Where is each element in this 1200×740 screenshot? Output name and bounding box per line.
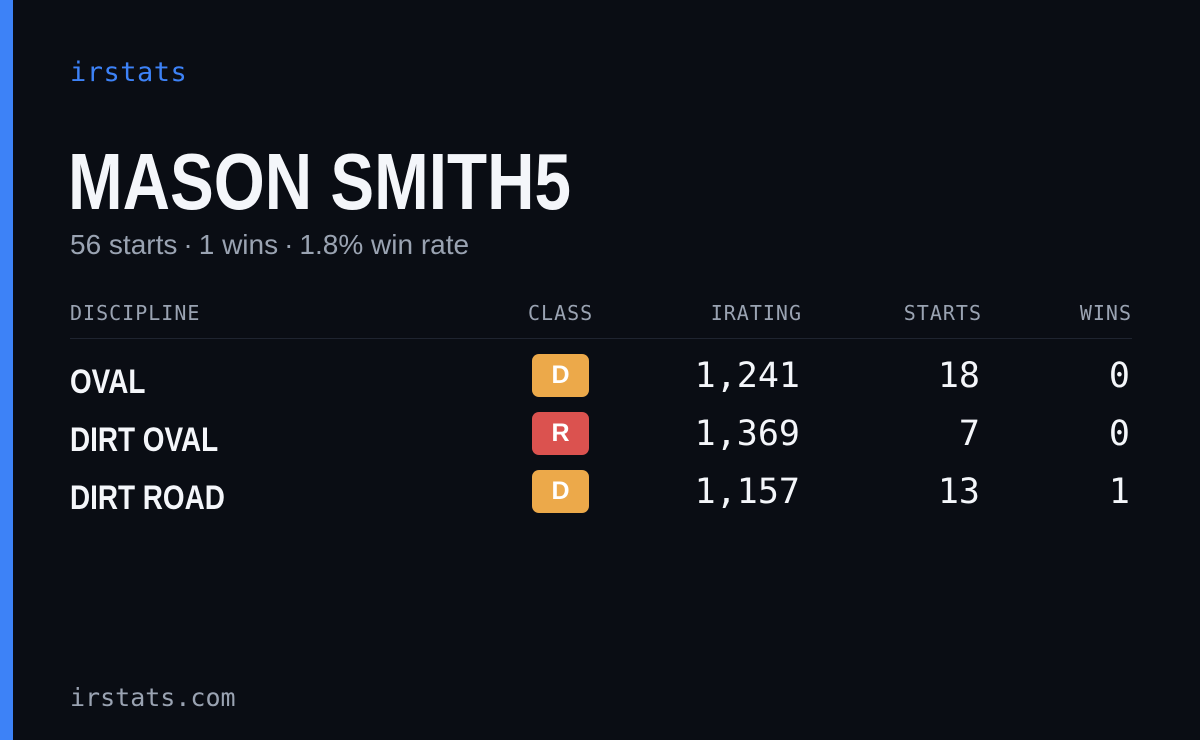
wins-summary: 1 wins [198, 229, 279, 260]
separator: · [284, 229, 294, 260]
brand-logo: irstats [70, 57, 188, 88]
wins-value: 1 [1108, 472, 1130, 512]
wins-value: 0 [1108, 414, 1130, 454]
table-row: DIRT OVAL R 1,369 7 0 [70, 412, 1132, 460]
driver-summary: 56 starts · 1 wins · 1.8% win rate [70, 228, 469, 262]
irating-value: 1,241 [694, 356, 800, 396]
class-badge: D [532, 470, 589, 513]
win-rate-summary: 1.8% win rate [299, 229, 470, 260]
starts-value: 7 [958, 414, 980, 454]
irating-value: 1,369 [694, 414, 800, 454]
discipline-name: DIRT ROAD [70, 479, 225, 517]
header-class: CLASS [528, 301, 594, 325]
table-row: OVAL D 1,241 18 0 [70, 354, 1132, 402]
wins-value: 0 [1108, 356, 1130, 396]
table-row: DIRT ROAD D 1,157 13 1 [70, 470, 1132, 518]
accent-bar [0, 0, 13, 740]
discipline-name: DIRT OVAL [70, 421, 219, 459]
starts-summary: 56 starts [70, 229, 178, 260]
class-badge: D [532, 354, 589, 397]
class-badge: R [532, 412, 589, 455]
table-header: DISCIPLINE CLASS IRATING STARTS WINS [70, 300, 1132, 339]
irating-value: 1,157 [694, 472, 800, 512]
header-wins: WINS [1079, 301, 1132, 325]
header-irating: IRATING [710, 301, 802, 325]
discipline-name: OVAL [70, 363, 146, 401]
starts-value: 13 [937, 472, 980, 512]
driver-name: MASON SMITH5 [68, 137, 571, 226]
header-discipline: DISCIPLINE [70, 301, 201, 325]
separator: · [183, 229, 193, 260]
header-starts: STARTS [903, 301, 982, 325]
footer-url: irstats.com [70, 683, 236, 712]
starts-value: 18 [937, 356, 980, 396]
